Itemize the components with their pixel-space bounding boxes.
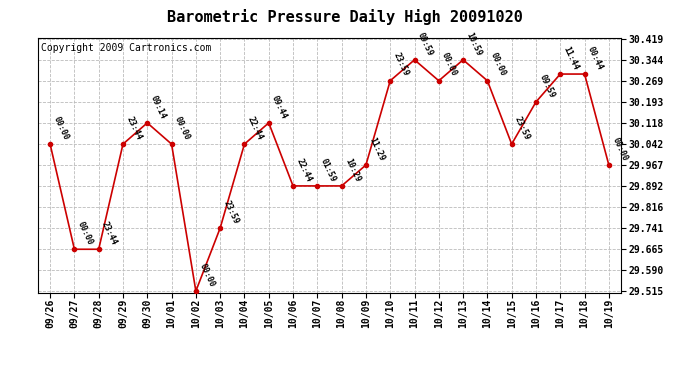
Text: 23:59: 23:59: [221, 199, 240, 225]
Text: Barometric Pressure Daily High 20091020: Barometric Pressure Daily High 20091020: [167, 9, 523, 26]
Text: 00:00: 00:00: [173, 115, 192, 141]
Text: 00:00: 00:00: [440, 51, 459, 78]
Text: 00:00: 00:00: [76, 220, 95, 246]
Text: 00:00: 00:00: [489, 51, 508, 78]
Text: 10:29: 10:29: [343, 157, 362, 183]
Text: 11:29: 11:29: [367, 136, 386, 162]
Text: 00:00: 00:00: [197, 262, 216, 288]
Text: 23:59: 23:59: [392, 51, 411, 78]
Text: 00:44: 00:44: [586, 45, 604, 71]
Text: 00:00: 00:00: [610, 136, 629, 162]
Text: 22:44: 22:44: [246, 115, 264, 141]
Text: 01:59: 01:59: [319, 157, 337, 183]
Text: 00:00: 00:00: [52, 115, 70, 141]
Text: 23:44: 23:44: [124, 115, 143, 141]
Text: 09:44: 09:44: [270, 94, 289, 120]
Text: 09:59: 09:59: [416, 31, 435, 57]
Text: 09:14: 09:14: [148, 94, 168, 120]
Text: 11:44: 11:44: [562, 45, 580, 71]
Text: Copyright 2009 Cartronics.com: Copyright 2009 Cartronics.com: [41, 43, 211, 52]
Text: 22:44: 22:44: [295, 157, 313, 183]
Text: 23:44: 23:44: [100, 220, 119, 246]
Text: 10:59: 10:59: [464, 31, 483, 57]
Text: 09:59: 09:59: [538, 73, 556, 99]
Text: 23:59: 23:59: [513, 115, 532, 141]
